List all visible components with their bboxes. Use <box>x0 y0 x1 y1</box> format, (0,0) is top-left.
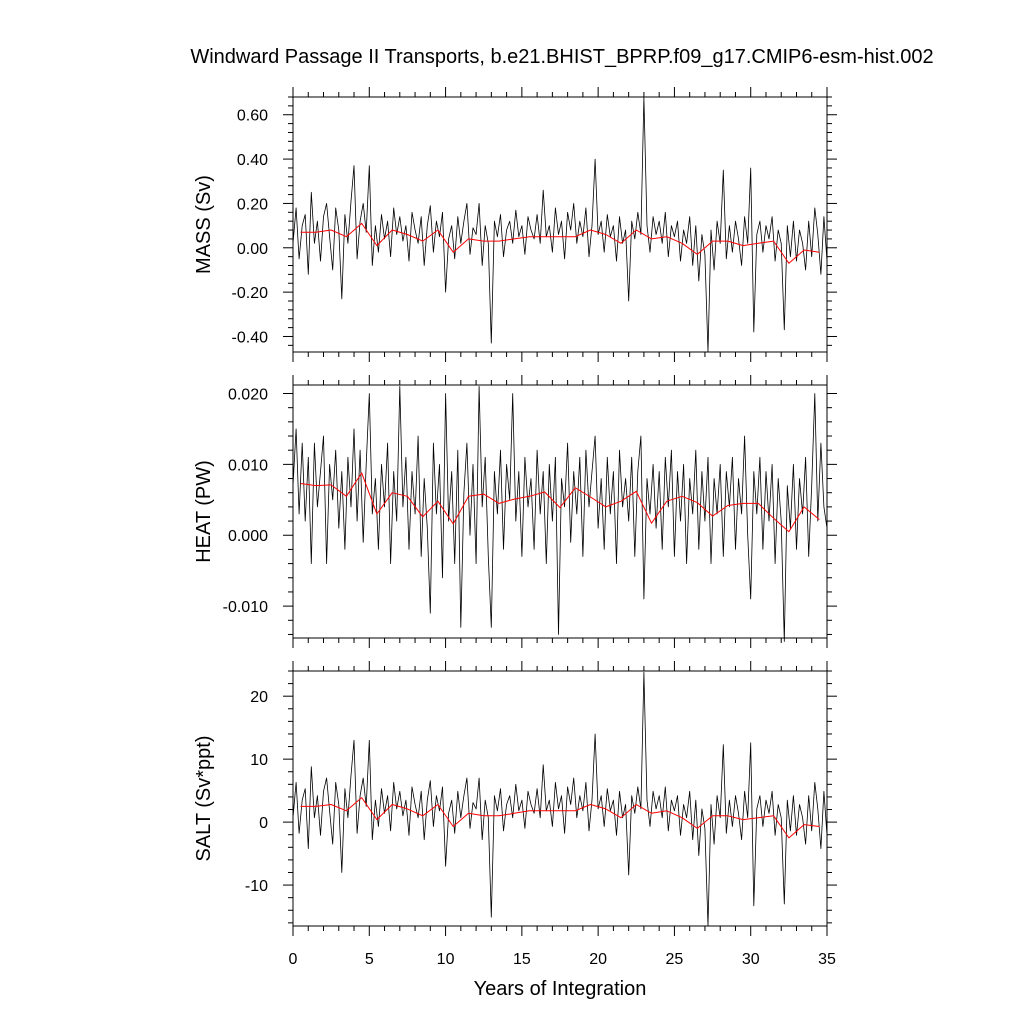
x-tick-label: 20 <box>589 951 607 968</box>
mass-y-tick-label: -0.40 <box>232 329 269 346</box>
heat-monthly-line <box>292 386 828 642</box>
heat-y-tick-label: 0.010 <box>228 457 268 474</box>
x-tick-label: 5 <box>365 951 374 968</box>
mass-y-tick-label: 0.00 <box>237 241 268 258</box>
salt-annual-line <box>300 797 820 839</box>
mass-y-tick-label: -0.20 <box>232 285 269 302</box>
salt-monthly-line <box>292 671 828 927</box>
salt-y-axis-title: SALT (Sv*ppt) <box>193 736 215 862</box>
heat-y-tick-label: 0.020 <box>228 387 268 404</box>
mass-monthly-line <box>292 96 828 353</box>
chart-title: Windward Passage II Transports, b.e21.BH… <box>190 46 934 68</box>
mass-panel: -0.40 -0.20 0.00 0.20 0.40 0.60 MASS (Sv) <box>193 87 837 362</box>
x-tick-label: 30 <box>742 951 760 968</box>
x-tick-label: 0 <box>289 951 298 968</box>
heat-y-tick-label: -0.010 <box>223 599 268 616</box>
mass-y-tick-label: 0.20 <box>237 196 268 213</box>
mass-y-axis-title: MASS (Sv) <box>193 175 215 274</box>
x-tick-label: 15 <box>513 951 531 968</box>
heat-annual-line <box>300 472 820 533</box>
x-tick-label: 35 <box>818 951 836 968</box>
salt-y-tick-label: 10 <box>250 752 268 769</box>
mass-annual-line <box>300 222 820 264</box>
mass-y-tick-label: 0.60 <box>237 108 268 125</box>
x-axis-title: Years of Integration <box>474 978 647 1000</box>
salt-y-tick-label: 0 <box>259 815 268 832</box>
salt-panel: -10 0 10 20 SALT (Sv*ppt) 0 5 10 15 20 25 30 35 <box>193 661 837 968</box>
mass-plot-frame <box>292 96 828 353</box>
salt-y-tick-label: -10 <box>245 878 268 895</box>
heat-y-axis-title: HEAT (PW) <box>193 460 215 563</box>
heat-y-tick-label: 0.000 <box>228 528 268 545</box>
heat-panel: -0.010 0.000 0.010 0.020 HEAT (PW) <box>193 375 837 648</box>
panels-group: -0.40 -0.20 0.00 0.20 0.40 0.60 MASS (Sv) -0.01… <box>193 87 837 968</box>
salt-y-tick-label: 20 <box>250 689 268 706</box>
x-tick-label: 10 <box>437 951 455 968</box>
salt-plot-frame <box>292 670 828 927</box>
x-tick-label: 25 <box>666 951 684 968</box>
mass-y-tick-label: 0.40 <box>237 152 268 169</box>
heat-plot-frame <box>292 384 828 639</box>
